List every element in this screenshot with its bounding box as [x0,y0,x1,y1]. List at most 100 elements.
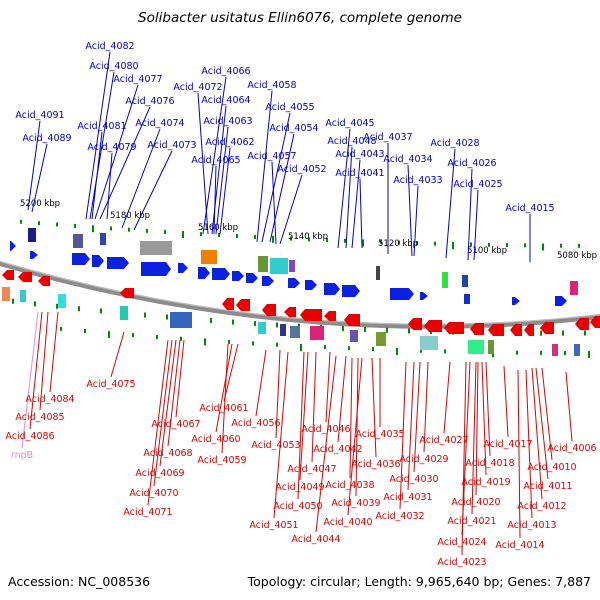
top-gene-label-leader [89,71,115,220]
outer-bottom-tick [180,336,182,341]
bottom-gene-label-leader [39,311,49,411]
gene-arrow-forward [246,273,258,283]
inner-bottom-tick [408,328,410,334]
top-gene-label: Acid_4089 [22,133,71,144]
top-gene-label: Acid_4041 [335,168,384,179]
top-gene-label: Acid_4081 [77,121,126,132]
bottom-gene-label-leader [475,361,479,496]
top-gene-label-leader [91,131,103,220]
outer-top-tick [236,234,238,239]
top-gene-label-leader [345,146,353,249]
bottom-gene-label: Acid_4061 [199,403,248,414]
inner-bottom-tick [364,326,366,332]
top-gene-label-leader [106,152,113,220]
outer-bottom-tick [60,326,62,331]
gene-arrow-forward [178,263,188,273]
top-gene-label: Acid_4048 [327,136,376,147]
gene-arrow-reverse [575,318,589,330]
gene-arrow-forward [305,280,317,290]
outer-top-tick [74,223,76,228]
backbone-arc [0,260,600,329]
bottom-gene-label: Acid_4036 [351,459,400,470]
bottom-strand-block [170,312,192,328]
outer-bottom-tick [420,348,422,353]
bottom-strand-block [280,324,286,336]
top-gene-label: Acid_4055 [265,102,314,113]
gene-arrow-reverse [510,324,522,336]
top-gene-label-leader [202,76,227,235]
outer-bottom-tick [444,349,446,354]
bottom-gene-label: Acid_4024 [437,537,486,548]
top-strand-block [258,256,268,272]
outer-bottom-tick [588,351,590,359]
outer-bottom-tick [132,333,134,338]
top-gene-label-leader [213,165,217,235]
bottom-gene-label: Acid_4068 [143,448,192,459]
top-gene-label: Acid_4045 [325,118,374,129]
gene-arrow-forward [72,253,90,265]
inner-bottom-tick [144,312,146,318]
inner-bottom-tick [78,306,80,312]
outer-bottom-tick [516,350,518,355]
bottom-gene-label-leader [423,361,429,453]
inner-bottom-tick [254,321,256,327]
inner-bottom-tick [584,330,586,336]
outer-top-tick [20,219,22,224]
gene-arrow-reverse [222,298,234,310]
backbone-highlight [0,260,600,325]
outer-bottom-tick [156,334,158,339]
bottom-gene-label-leader [461,361,467,556]
gene-arrow-forward [141,262,171,276]
gene-arrow-forward [10,241,16,251]
top-gene-label: Acid_4082 [85,41,134,52]
ruler-label: 5200 kbp [20,199,60,209]
bottom-gene-label: Acid_4021 [447,516,496,527]
top-strand-block [462,275,468,287]
inner-bottom-tick [232,319,234,325]
bottom-gene-label: Acid_4023 [437,557,486,568]
bottom-gene-label: Acid_4084 [25,394,74,405]
top-gene-label: Acid_4073 [147,140,196,151]
bottom-gene-label-leader [541,367,553,461]
inner-bottom-tick [562,330,564,336]
bottom-strand-block [120,306,128,320]
outer-bottom-tick [276,342,278,347]
outer-top-tick [578,243,580,248]
bottom-gene-label: Acid_4059 [197,455,246,466]
bottom-gene-label-leader [311,351,317,463]
bottom-strand-block [258,322,266,334]
bottom-gene-label-leader [371,357,377,458]
gene-arrow-forward [262,276,274,286]
gene-arrow-reverse [38,276,50,286]
bottom-gene-label: Acid_4051 [249,520,298,531]
bottom-gene-label-leader [153,339,173,487]
bottom-gene-label-leader [297,351,305,500]
outer-top-tick [470,242,472,247]
bottom-strand-block [350,330,358,342]
bottom-gene-label-leader [147,339,169,506]
gene-arrow-reverse [488,324,504,336]
top-gene-label: Acid_4028 [430,138,479,149]
inner-bottom-tick [56,303,58,309]
gene-arrow-reverse [262,304,276,316]
top-gene-label-leader [121,128,161,229]
top-strand-block [73,234,83,248]
bottom-gene-label: Acid_4035 [355,429,404,440]
outer-bottom-tick [204,338,206,346]
top-gene-label: Acid_4077 [113,74,162,85]
bottom-gene-label: Acid_4046 [301,424,350,435]
inner-bottom-tick [210,317,212,323]
inner-bottom-tick [34,301,36,307]
top-strand-block [464,294,470,304]
bottom-gene-label: Acid_4006 [547,443,596,454]
bottom-gene-label-leader [355,357,359,497]
gene-arrow-forward [92,255,104,267]
bottom-gene-label: Acid_4085 [15,412,64,423]
bottom-gene-label-leader [565,371,573,442]
bottom-gene-label-leader [399,361,407,510]
bottom-gene-label-leader [315,355,337,533]
bottom-gene-label: Acid_4011 [523,481,572,492]
bottom-gene-label: Acid_4056 [231,418,280,429]
top-gene-label-leader [256,90,273,243]
